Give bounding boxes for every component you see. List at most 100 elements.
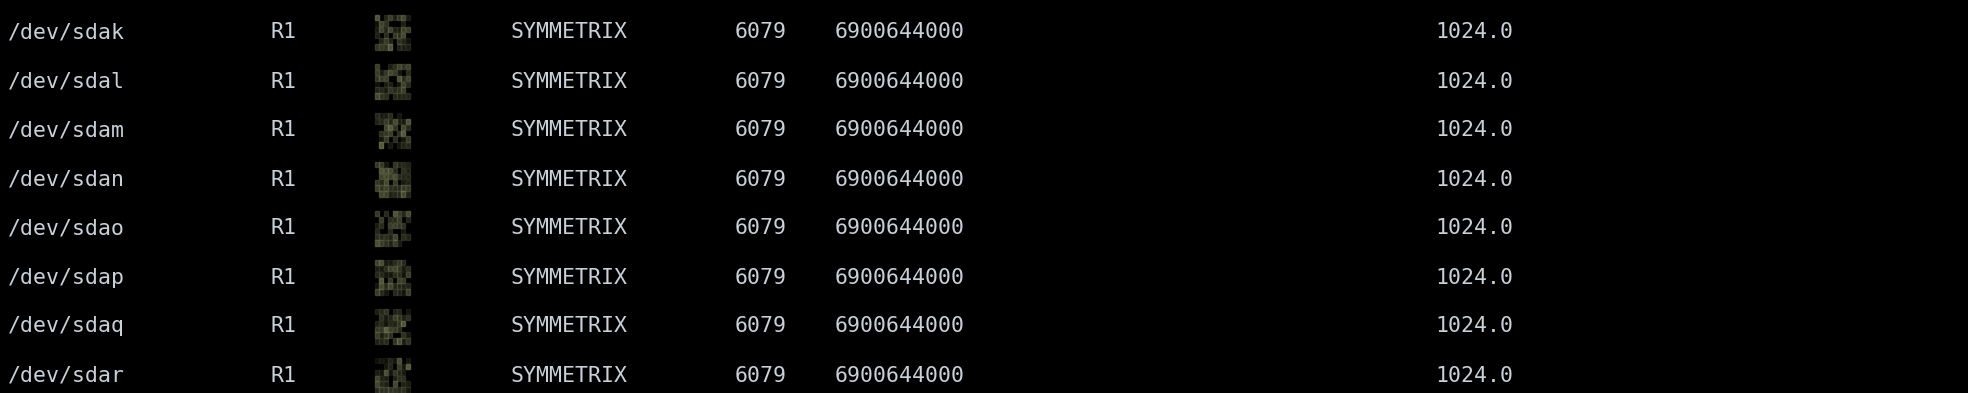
Text: SYMMETRIX: SYMMETRIX <box>510 22 628 42</box>
Bar <box>405 44 409 50</box>
Bar <box>380 222 384 228</box>
Bar <box>380 93 384 99</box>
Bar <box>380 168 384 173</box>
Bar <box>392 222 396 228</box>
Bar <box>401 222 405 228</box>
Bar <box>376 272 380 277</box>
Text: 6079: 6079 <box>734 219 787 239</box>
Bar <box>405 272 409 277</box>
Bar <box>392 283 396 289</box>
Bar <box>376 93 380 99</box>
Bar <box>405 168 409 173</box>
Bar <box>380 277 384 283</box>
Bar <box>388 277 392 283</box>
Bar <box>398 75 401 81</box>
Bar <box>388 64 392 69</box>
Bar <box>376 309 380 314</box>
Bar <box>401 15 405 20</box>
Bar <box>398 309 401 314</box>
Text: 1024.0: 1024.0 <box>1435 365 1513 386</box>
Bar <box>380 387 384 393</box>
Text: R1: R1 <box>270 268 295 288</box>
Bar <box>376 338 380 343</box>
Bar <box>398 142 401 148</box>
Bar <box>392 125 396 130</box>
Bar <box>388 283 392 289</box>
Bar <box>405 136 409 142</box>
Text: 6900644000: 6900644000 <box>834 169 964 189</box>
Bar <box>401 162 405 167</box>
Text: 6900644000: 6900644000 <box>834 316 964 336</box>
Bar <box>398 387 401 393</box>
Bar <box>401 387 405 393</box>
Text: SYMMETRIX: SYMMETRIX <box>510 268 628 288</box>
Bar <box>398 315 401 320</box>
Text: SYMMETRIX: SYMMETRIX <box>510 219 628 239</box>
Bar <box>392 185 396 191</box>
Bar <box>392 260 396 265</box>
Bar <box>392 387 396 393</box>
Bar <box>401 180 405 185</box>
Bar <box>376 289 380 295</box>
Bar <box>401 315 405 320</box>
Bar <box>392 338 396 343</box>
Bar <box>392 327 396 332</box>
Bar <box>405 81 409 87</box>
Text: R1: R1 <box>270 316 295 336</box>
Bar <box>384 87 388 93</box>
Bar <box>388 39 392 44</box>
Bar <box>388 327 392 332</box>
Bar <box>401 142 405 148</box>
Bar <box>398 358 401 363</box>
Bar <box>392 191 396 196</box>
Bar <box>384 240 388 246</box>
Bar <box>405 142 409 148</box>
Bar <box>401 272 405 277</box>
Bar <box>401 234 405 240</box>
Bar <box>405 315 409 320</box>
Bar <box>401 39 405 44</box>
Bar <box>398 81 401 87</box>
Bar <box>405 283 409 289</box>
Bar <box>401 228 405 234</box>
Bar <box>392 234 396 240</box>
Bar <box>392 309 396 314</box>
Text: /dev/sdal: /dev/sdal <box>8 72 126 92</box>
Bar <box>376 64 380 69</box>
Bar <box>380 162 384 167</box>
Bar <box>388 234 392 240</box>
Bar <box>405 125 409 130</box>
Bar <box>405 289 409 295</box>
Bar <box>376 283 380 289</box>
Bar <box>380 87 384 93</box>
Bar <box>376 113 380 118</box>
Text: 6900644000: 6900644000 <box>834 365 964 386</box>
Text: 6079: 6079 <box>734 121 787 141</box>
Bar <box>401 283 405 289</box>
Bar <box>388 27 392 32</box>
Text: 6079: 6079 <box>734 169 787 189</box>
Bar <box>401 168 405 173</box>
Bar <box>376 15 380 20</box>
Text: 6900644000: 6900644000 <box>834 121 964 141</box>
Bar <box>384 174 388 179</box>
Text: R1: R1 <box>270 169 295 189</box>
Bar <box>405 70 409 75</box>
Bar <box>384 75 388 81</box>
Bar <box>401 277 405 283</box>
Bar <box>398 283 401 289</box>
Bar <box>401 375 405 381</box>
Bar <box>384 332 388 338</box>
Bar <box>388 272 392 277</box>
Bar <box>380 185 384 191</box>
Bar <box>392 289 396 295</box>
Bar <box>392 211 396 216</box>
Bar <box>392 375 396 381</box>
Bar <box>376 75 380 81</box>
Bar <box>380 75 384 81</box>
Bar <box>388 358 392 363</box>
Bar <box>380 338 384 343</box>
Bar <box>398 174 401 179</box>
Bar <box>376 332 380 338</box>
Bar <box>401 266 405 271</box>
